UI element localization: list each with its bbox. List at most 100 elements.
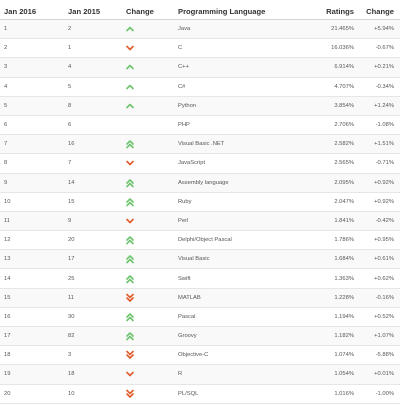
chevron-down-icon bbox=[126, 45, 134, 51]
double-chevron-down-icon bbox=[126, 293, 134, 302]
chevron-down-icon bbox=[126, 372, 134, 377]
rank-2016-cell: 18 bbox=[0, 345, 64, 366]
rank-2015-cell: 4 bbox=[64, 57, 122, 78]
rank-2016-cell: 7 bbox=[0, 134, 64, 155]
table-row: 13 17 Visual Basic 1.684% +0.61% bbox=[0, 249, 400, 270]
language-cell: Pascal bbox=[174, 307, 306, 328]
rating-change-cell: +0.92% bbox=[360, 173, 400, 193]
rank-2015-cell: 16 bbox=[64, 134, 122, 155]
rank-2016-cell: 17 bbox=[0, 326, 64, 347]
trend-cell bbox=[122, 364, 174, 385]
rating-cell: 2.047% bbox=[306, 192, 360, 212]
trend-cell bbox=[122, 211, 174, 232]
chevron-up-icon bbox=[126, 65, 134, 70]
table-row: 17 82 Groovy 1.182% +1.07% bbox=[0, 326, 400, 347]
language-cell: PL/SQL bbox=[174, 384, 306, 404]
language-cell: Ruby bbox=[174, 192, 306, 212]
header-rating-change: Change bbox=[360, 3, 400, 20]
language-cell: Swift bbox=[174, 268, 306, 289]
table-row: 4 5 C# 4.707% -0.34% bbox=[0, 77, 400, 97]
rank-2016-cell: 15 bbox=[0, 288, 64, 308]
table-row: 1 2 Java 21.465% +5.94% bbox=[0, 19, 400, 40]
header-language: Programming Language bbox=[174, 3, 306, 20]
rank-2015-cell: 7 bbox=[64, 153, 122, 174]
chevron-up-icon bbox=[126, 103, 134, 109]
rank-2016-cell: 13 bbox=[0, 249, 64, 270]
rating-cell: 2.565% bbox=[306, 153, 360, 174]
rank-2015-cell: 3 bbox=[64, 345, 122, 366]
trend-cell bbox=[122, 19, 174, 40]
rank-2015-cell: 1 bbox=[64, 38, 122, 59]
table-row: 9 14 Assembly language 2.095% +0.92% bbox=[0, 173, 400, 193]
table-row: 19 18 R 1.054% +0.01% bbox=[0, 364, 400, 385]
header-jan-2015: Jan 2015 bbox=[64, 3, 122, 20]
double-chevron-up-icon bbox=[126, 332, 134, 341]
language-cell: Java bbox=[174, 19, 306, 40]
rank-2015-cell: 18 bbox=[64, 364, 122, 385]
trend-cell bbox=[122, 173, 174, 193]
rating-change-cell: +0.62% bbox=[360, 268, 400, 289]
rating-change-cell: +1.24% bbox=[360, 96, 400, 116]
rating-change-cell: +0.92% bbox=[360, 192, 400, 212]
language-cell: Delphi/Object Pascal bbox=[174, 230, 306, 251]
trend-cell bbox=[122, 288, 174, 308]
rank-2015-cell: 30 bbox=[64, 307, 122, 328]
rank-2016-cell: 4 bbox=[0, 77, 64, 97]
rating-change-cell: +0.95% bbox=[360, 230, 400, 251]
rating-change-cell: -5.88% bbox=[360, 345, 400, 366]
language-cell: Visual Basic bbox=[174, 249, 306, 270]
rank-2016-cell: 20 bbox=[0, 384, 64, 404]
rating-change-cell: +0.01% bbox=[360, 364, 400, 385]
rank-2016-cell: 14 bbox=[0, 268, 64, 289]
trend-cell bbox=[122, 345, 174, 366]
rating-cell: 1.363% bbox=[306, 268, 360, 289]
double-chevron-up-icon bbox=[126, 313, 134, 322]
double-chevron-up-icon bbox=[126, 255, 134, 264]
rank-2016-cell: 16 bbox=[0, 307, 64, 328]
language-cell: JavaScript bbox=[174, 153, 306, 174]
trend-cell bbox=[122, 96, 174, 116]
double-chevron-up-icon bbox=[126, 236, 134, 245]
rank-2015-cell: 17 bbox=[64, 249, 122, 270]
table-row: 5 8 Python 3.854% +1.24% bbox=[0, 96, 400, 116]
rank-2016-cell: 1 bbox=[0, 19, 64, 40]
rating-change-cell: -0.71% bbox=[360, 153, 400, 174]
trend-cell bbox=[122, 307, 174, 328]
table-row: 12 20 Delphi/Object Pascal 1.786% +0.95% bbox=[0, 230, 400, 251]
language-cell: Assembly language bbox=[174, 173, 306, 193]
trend-cell bbox=[122, 230, 174, 251]
rating-change-cell: -0.67% bbox=[360, 38, 400, 59]
rank-2016-cell: 2 bbox=[0, 38, 64, 59]
ranking-table: Jan 2016 Jan 2015 Change Programming Lan… bbox=[0, 3, 400, 404]
rank-2015-cell: 25 bbox=[64, 268, 122, 289]
rank-2015-cell: 5 bbox=[64, 77, 122, 97]
rating-change-cell: +0.21% bbox=[360, 57, 400, 78]
language-cell: Objective-C bbox=[174, 345, 306, 366]
table-row: 8 7 JavaScript 2.565% -0.71% bbox=[0, 153, 400, 174]
rating-change-cell: +0.52% bbox=[360, 307, 400, 328]
rating-change-cell: -0.16% bbox=[360, 288, 400, 308]
language-cell: PHP bbox=[174, 115, 306, 136]
rank-2015-cell: 2 bbox=[64, 19, 122, 40]
double-chevron-up-icon bbox=[126, 274, 134, 283]
table-header-row: Jan 2016 Jan 2015 Change Programming Lan… bbox=[0, 3, 400, 20]
rating-cell: 2.582% bbox=[306, 134, 360, 155]
rating-change-cell: +5.94% bbox=[360, 19, 400, 40]
table-row: 20 10 PL/SQL 1.016% -1.00% bbox=[0, 384, 400, 404]
trend-cell bbox=[122, 268, 174, 289]
table-row: 2 1 C 16.036% -0.67% bbox=[0, 38, 400, 59]
rating-cell: 1.684% bbox=[306, 249, 360, 270]
table-row: 14 25 Swift 1.363% +0.62% bbox=[0, 268, 400, 289]
rank-2015-cell: 10 bbox=[64, 384, 122, 404]
header-ratings: Ratings bbox=[306, 3, 360, 20]
table-row: 3 4 C++ 6.914% +0.21% bbox=[0, 57, 400, 78]
rating-change-cell: -1.00% bbox=[360, 384, 400, 404]
rating-cell: 1.074% bbox=[306, 345, 360, 366]
language-cell: R bbox=[174, 364, 306, 385]
rank-2016-cell: 11 bbox=[0, 211, 64, 232]
rating-cell: 1.182% bbox=[306, 326, 360, 347]
rank-2016-cell: 19 bbox=[0, 364, 64, 385]
rank-2016-cell: 10 bbox=[0, 192, 64, 212]
rating-cell: 1.786% bbox=[306, 230, 360, 251]
language-cell: Python bbox=[174, 96, 306, 116]
